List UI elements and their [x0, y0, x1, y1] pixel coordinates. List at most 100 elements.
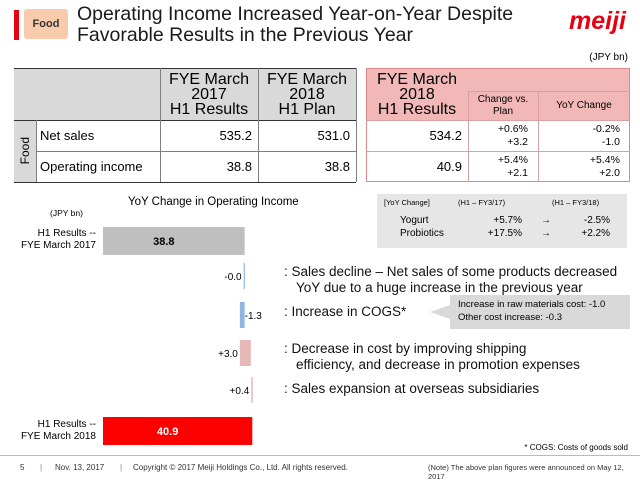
table-rule	[36, 120, 37, 182]
header-fye2018-h1: FYE March 2018 H1 Results	[366, 68, 468, 120]
bar-value-label: 38.8	[153, 236, 174, 248]
header-text: Change vs.	[477, 93, 529, 105]
header-text: H1 Plan	[278, 100, 336, 118]
table-rule	[538, 91, 539, 182]
waterfall-bar	[243, 263, 246, 289]
yoy-prev: +17.5%	[487, 228, 522, 239]
cell-value: 535.2	[219, 128, 252, 143]
yoy-curr: +2.2%	[581, 228, 610, 239]
page-title-line1: Operating Income Increased Year-on-Year …	[77, 3, 514, 25]
cell-abs: -1.0	[601, 135, 620, 148]
cogs-line: Increase in raw materials cost: -1.0	[458, 299, 606, 310]
annotation-overseas: : Sales expansion at overseas subsidiari…	[284, 381, 539, 397]
yoy-row-probiotics: Probiotics +17.5% → +2.2%	[400, 228, 610, 239]
footer-sep: |	[120, 463, 123, 472]
bar-value-label: -0.0	[224, 272, 242, 283]
annotation-shipping: : Decrease in cost by improving shipping…	[284, 341, 580, 373]
table-rule	[258, 68, 259, 182]
label-line: H1 Results --	[37, 419, 96, 430]
segment-tag: Food	[24, 9, 68, 39]
cell-abs: +2.0	[599, 166, 620, 179]
meiji-logo: meiji	[569, 7, 626, 35]
arrow-right-icon: →	[541, 215, 551, 226]
table-rule	[366, 151, 630, 152]
cell-pct: +5.4%	[589, 153, 620, 166]
waterfall-bar	[251, 377, 253, 403]
header-pink-fill	[468, 68, 630, 91]
annotation-line: efficiency, and decrease in promotion ex…	[296, 357, 580, 372]
annotation-cogs: : Increase in COGS*	[284, 304, 406, 320]
header-text: FYE March 2018	[266, 70, 347, 103]
cell-value: 38.8	[324, 159, 350, 174]
yoy-row-yogurt: Yogurt +5.7% → -2.5%	[400, 215, 610, 226]
table-rule	[14, 68, 356, 69]
annotation-line: : Decrease in cost by improving shipping	[284, 341, 527, 356]
waterfall-bar	[103, 417, 253, 445]
y-category-label-end: H1 Results -- FYE March 2018	[8, 419, 96, 443]
header-text: H1 Results	[377, 100, 457, 118]
table-unit: (JPY bn)	[589, 52, 628, 63]
cogs-breakdown-box: Increase in raw materials cost: -1.0 Oth…	[450, 295, 630, 329]
cell-change-vs-plan: +5.4% +2.1	[468, 151, 538, 182]
yoy-header-cell: (H1 – FY3/18)	[552, 198, 600, 207]
header-text: H1 Results	[169, 100, 249, 118]
label-line: H1 Results --	[37, 228, 96, 239]
cell-value: 40.9	[436, 159, 462, 174]
header-fye2017-h1: FYE March 2017 H1 Results	[160, 68, 258, 120]
annotation-sales-decline: : Sales decline – Net sales of some prod…	[284, 264, 617, 296]
yoy-header-cell: (H1 – FY3/17)	[458, 198, 506, 207]
table-rule	[14, 120, 356, 121]
bar-value-label: 40.9	[157, 426, 178, 438]
cogs-footnote: * COGS: Costs of goods sold	[524, 443, 628, 452]
chart-unit: (JPY bn)	[50, 208, 83, 218]
table-rule	[14, 182, 356, 183]
waterfall-bar	[103, 227, 245, 255]
chart-title: YoY Change in Operating Income	[128, 196, 299, 208]
cell-value: 38.8	[226, 159, 252, 174]
footer-divider	[0, 455, 640, 456]
footer-copyright: Copyright © 2017 Meiji Holdings Co., Ltd…	[133, 463, 348, 472]
cell-yoy-change: -0.2% -1.0	[538, 120, 630, 151]
yoy-name: Probiotics	[400, 228, 444, 239]
table-rule	[160, 68, 161, 182]
arrow-right-icon: →	[541, 228, 551, 239]
header-change-vs-plan: Change vs. Plan	[468, 91, 538, 120]
annotation-line: : Increase in COGS*	[284, 304, 407, 319]
cell-value: 534.2	[429, 128, 462, 143]
header-yoy-change: YoY Change	[538, 91, 630, 120]
cell-yoy-change: +5.4% +2.0	[538, 151, 630, 182]
footer-sep: |	[40, 463, 43, 472]
table-rule	[468, 91, 630, 92]
table-rule	[366, 120, 630, 121]
yoy-change-box	[377, 194, 627, 248]
page-number: 5	[20, 463, 25, 472]
cell-pct: +5.4%	[497, 153, 528, 166]
header-text: FYE March 2018	[376, 70, 457, 103]
waterfall-bar	[239, 302, 245, 328]
highlight-border	[366, 68, 630, 182]
row-label-net-sales: Net sales	[40, 128, 95, 143]
label-line: FYE March 2017	[20, 240, 96, 251]
accent-bar	[14, 10, 19, 40]
header-text: FYE March 2017	[168, 70, 249, 103]
annotation-line: : Sales decline – Net sales of some prod…	[284, 264, 618, 279]
yoy-curr: -2.5%	[583, 215, 610, 226]
bar-value-label: +3.0	[218, 349, 238, 360]
y-category-label-start: H1 Results -- FYE March 2017	[8, 228, 96, 252]
table-rule	[356, 68, 357, 182]
yoy-box-header: [YoY Change] (H1 – FY3/17) (H1 – FY3/18)	[384, 198, 618, 207]
cogs-line: Other cost increase: -0.3	[458, 312, 563, 323]
row-label-operating-income: Operating income	[40, 159, 143, 174]
label-line: FYE March 2018	[20, 431, 96, 442]
page-title-line2: Favorable Results in the Previous Year	[77, 24, 414, 46]
table-header-blank	[14, 68, 160, 120]
header-text: Plan	[492, 105, 513, 117]
annotation-line: : Sales expansion at overseas subsidiari…	[284, 381, 540, 396]
yoy-header-cell: [YoY Change]	[384, 198, 430, 207]
header-fye2018-plan: FYE March 2018 H1 Plan	[258, 68, 356, 120]
table-rule	[468, 91, 469, 182]
table-rule	[36, 151, 356, 152]
callout-pointer	[430, 305, 450, 319]
footer-date: Nov. 13, 2017	[55, 463, 105, 472]
cell-pct: +0.6%	[497, 122, 528, 135]
